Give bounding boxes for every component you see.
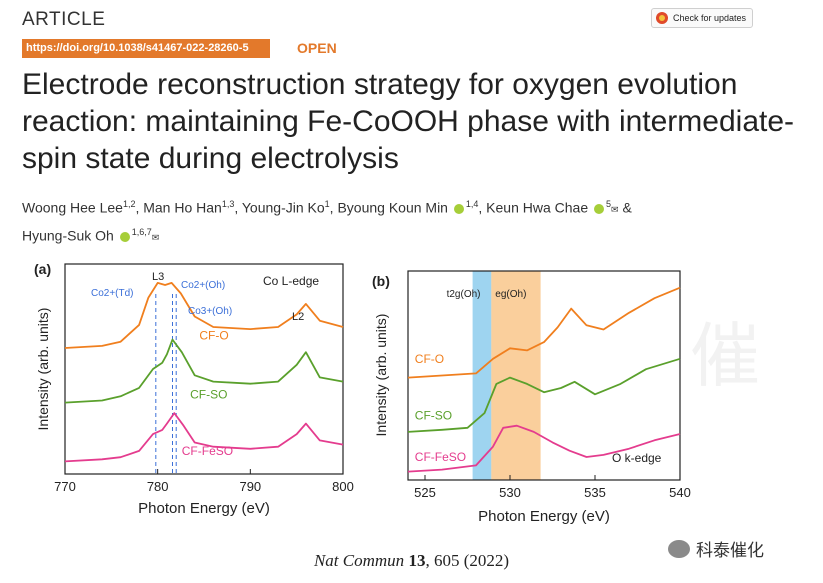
series-label: CF-SO xyxy=(415,408,452,422)
author-name[interactable]: Keun Hwa Chae xyxy=(486,199,589,216)
author-list: Woong Hee Lee1,2, Man Ho Han1,3, Young-J… xyxy=(22,193,802,248)
check-updates-icon xyxy=(656,12,668,24)
article-label: ARTICLE xyxy=(22,9,106,30)
edge-title: O k-edge xyxy=(612,451,662,465)
author-separator: , xyxy=(478,199,483,216)
email-icon[interactable]: ✉ xyxy=(151,232,160,243)
author-affiliation: 5 xyxy=(606,199,612,209)
author-name[interactable]: Woong Hee Lee xyxy=(22,199,123,216)
author-separator: , xyxy=(329,199,334,216)
author-affiliation: 1,4 xyxy=(465,199,479,209)
region-label: t2g(Oh) xyxy=(447,289,481,300)
author-separator: & xyxy=(622,199,632,216)
y-axis-label: Intensity (arb. units) xyxy=(35,308,51,431)
journal-name: Nat Commun xyxy=(313,551,405,570)
l2-annotation: L2 xyxy=(292,311,304,323)
x-tick-label: 770 xyxy=(54,479,76,494)
author-name[interactable]: Man Ho Han xyxy=(143,199,222,216)
author-affiliation: 1 xyxy=(324,199,330,209)
series-line xyxy=(64,338,344,404)
orcid-icon[interactable] xyxy=(453,203,464,214)
edge-title: Co L-edge xyxy=(263,274,319,288)
author-separator: , xyxy=(135,199,140,216)
series-label: CF-SO xyxy=(190,387,227,401)
co2-td-annotation: Co2+(Td) xyxy=(91,288,134,299)
author-affiliation: 1,6,7 xyxy=(131,226,152,237)
y-axis-label: Intensity (arb. units) xyxy=(373,314,389,437)
email-icon[interactable]: ✉ xyxy=(611,204,619,215)
x-tick-label: 525 xyxy=(414,485,436,500)
author-name[interactable]: Hyung-Suk Oh xyxy=(22,227,114,244)
highlight-region xyxy=(472,271,492,480)
chart-co-l-edge: (a) Co L-edge L3 L2 Co2+(Td) Co2+(Oh) Co… xyxy=(34,261,354,517)
chart-o-k-edge: (b) t2g(Oh) eg(Oh) O k-edge CF-O CF-SO CF-F… xyxy=(372,270,691,525)
citation: Nat Commun 13, 605 (2022) xyxy=(0,551,823,571)
citation-rest: , 605 (2022) xyxy=(425,551,510,570)
series-label: CF-FeSO xyxy=(415,450,466,464)
check-for-updates-button[interactable]: Check for updates xyxy=(651,8,753,28)
x-tick-label: 530 xyxy=(499,485,521,500)
x-tick-label: 790 xyxy=(239,479,261,494)
co2-oh-annotation: Co2+(Oh) xyxy=(181,280,225,291)
x-tick-label: 800 xyxy=(332,479,354,494)
orcid-icon[interactable] xyxy=(594,203,605,214)
highlight-region xyxy=(491,271,541,480)
doi-link[interactable]: https://doi.org/10.1038/s41467-022-28260… xyxy=(22,39,270,58)
series-line xyxy=(64,281,344,349)
x-axis-label: Photon Energy (eV) xyxy=(138,500,270,517)
panel-label: (a) xyxy=(34,261,51,277)
co3-oh-annotation: Co3+(Oh) xyxy=(188,306,232,317)
wechat-account: 科泰催化 xyxy=(668,536,764,561)
series-label: CF-FeSO xyxy=(182,444,233,458)
x-tick-label: 780 xyxy=(147,479,169,494)
plot-frame xyxy=(64,263,344,475)
open-access-badge: OPEN xyxy=(297,40,337,56)
author-affiliation: 1,2 xyxy=(122,199,136,209)
author-name[interactable]: Young-Jin Ko xyxy=(241,199,325,216)
wechat-name: 科泰催化 xyxy=(696,541,764,560)
article-title: Electrode reconstruction strategy for ox… xyxy=(22,68,795,175)
check-updates-label: Check for updates xyxy=(673,13,747,23)
author-affiliation: 1,3 xyxy=(221,199,235,209)
wechat-icon xyxy=(668,539,690,558)
series-line xyxy=(407,357,681,433)
watermark: 催 xyxy=(690,317,760,395)
series-label: CF-O xyxy=(199,329,228,343)
panel-label: (b) xyxy=(372,273,390,289)
series-line xyxy=(407,286,681,379)
journal-volume: 13 xyxy=(408,551,426,570)
author-name[interactable]: Byoung Koun Min xyxy=(337,199,448,216)
series-line xyxy=(64,412,344,463)
x-tick-label: 535 xyxy=(584,485,606,500)
series-label: CF-O xyxy=(415,352,444,366)
region-label: eg(Oh) xyxy=(495,289,526,300)
series-line xyxy=(407,424,681,473)
author-separator: , xyxy=(234,199,239,216)
x-tick-label: 540 xyxy=(669,485,691,500)
x-axis-label: Photon Energy (eV) xyxy=(478,508,610,525)
l3-annotation: L3 xyxy=(152,271,164,283)
orcid-icon[interactable] xyxy=(119,231,130,242)
plot-frame xyxy=(407,270,681,481)
